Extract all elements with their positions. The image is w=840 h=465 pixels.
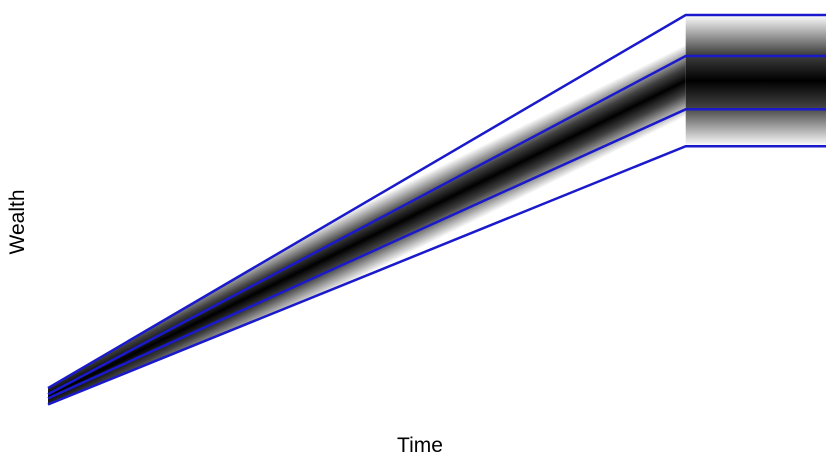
fan-band-segment: [48, 15, 686, 405]
fan-band-segment: [685, 15, 826, 147]
quantile-line-4: [47, 13, 826, 390]
quantile-line-3: [47, 54, 826, 396]
plot-area: [47, 13, 826, 406]
x-axis-label: Time: [397, 434, 443, 457]
quantile-line-1: [47, 144, 826, 406]
y-axis-label: Wealth: [6, 190, 29, 255]
quantile-line-2: [47, 108, 826, 400]
